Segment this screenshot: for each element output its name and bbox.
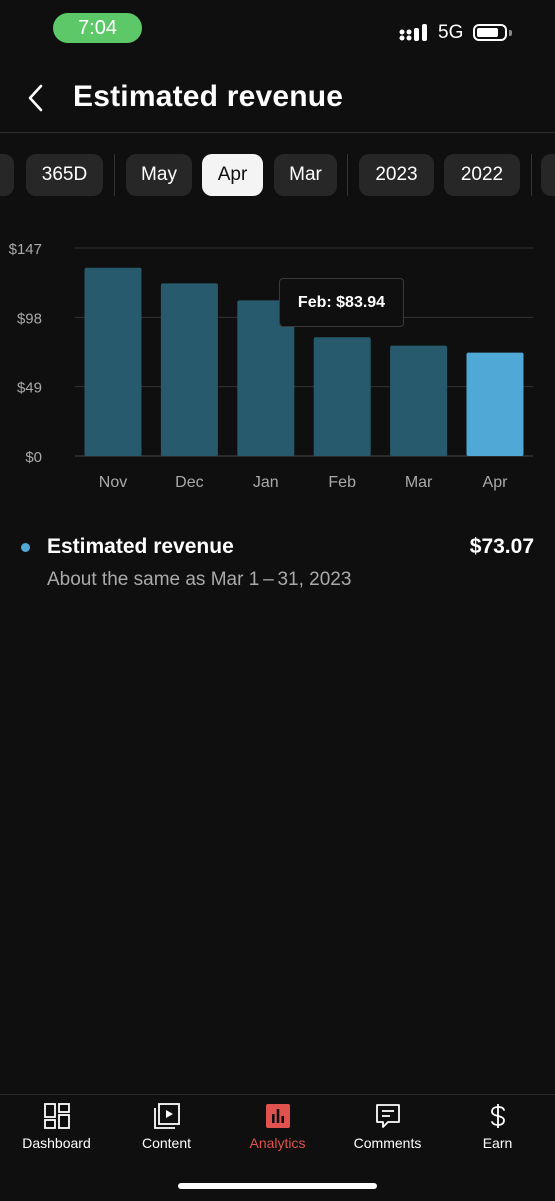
chart-bar xyxy=(466,352,524,456)
metric-label: Estimated revenue xyxy=(47,535,234,558)
x-tick-label: Feb xyxy=(328,474,356,491)
chart-bar xyxy=(160,283,218,456)
chip-2022[interactable]: 2022 xyxy=(444,154,520,196)
chip-separator xyxy=(347,154,348,196)
analytics-icon xyxy=(266,1104,290,1128)
chevron-left-icon xyxy=(28,84,43,112)
x-tick-label: Mar xyxy=(405,474,433,491)
x-tick-label: Nov xyxy=(99,474,127,491)
nav-label: Earn xyxy=(482,1135,513,1151)
y-tick-label: $147 xyxy=(9,241,42,258)
revenue-chart[interactable]: $0 $49 $98 $147 Nov Dec Jan Feb Mar Apr xyxy=(0,225,555,505)
nav-comments[interactable]: Comments xyxy=(332,1095,443,1165)
chip-apr[interactable]: Apr xyxy=(202,154,263,196)
chip-partial-right[interactable] xyxy=(541,154,555,196)
chip-separator xyxy=(531,154,532,196)
content-icon xyxy=(154,1103,180,1129)
x-tick-label: Jan xyxy=(253,474,279,491)
home-indicator[interactable] xyxy=(178,1183,377,1189)
chip-may[interactable]: May xyxy=(126,154,192,196)
signal-icon xyxy=(399,24,427,41)
x-tick-label: Dec xyxy=(175,474,203,491)
chart-bar xyxy=(237,300,295,456)
battery-tip xyxy=(509,30,512,36)
period-selector: 365D May Apr Mar 2023 2022 xyxy=(0,154,555,196)
nav-analytics[interactable]: Analytics xyxy=(222,1095,333,1165)
metric-comparison: About the same as Mar 1 – 31, 2023 xyxy=(47,569,352,590)
bar-chart: $0 $49 $98 $147 Nov Dec Jan Feb Mar Apr xyxy=(9,241,533,491)
dashboard-icon xyxy=(44,1103,70,1129)
x-tick-label: Apr xyxy=(483,474,509,491)
nav-label: Dashboard xyxy=(22,1135,91,1151)
nav-dashboard[interactable]: Dashboard xyxy=(1,1095,112,1165)
bottom-nav: Dashboard Content Analytics Comments xyxy=(0,1094,555,1201)
page-title: Estimated revenue xyxy=(73,80,344,113)
y-tick-label: $49 xyxy=(17,380,42,397)
back-button[interactable] xyxy=(20,78,60,118)
battery-icon xyxy=(473,24,507,41)
dollar-icon xyxy=(491,1104,505,1128)
status-time: 7:04 xyxy=(53,13,142,43)
nav-earn[interactable]: Earn xyxy=(442,1095,553,1165)
chip-separator xyxy=(114,154,115,196)
metric-value: $73.07 xyxy=(469,535,534,558)
chart-bar xyxy=(84,267,142,456)
header-divider xyxy=(0,132,555,133)
y-tick-label: $98 xyxy=(17,310,42,327)
chart-bar xyxy=(313,337,371,456)
nav-content[interactable]: Content xyxy=(111,1095,222,1165)
nav-label: Comments xyxy=(353,1135,422,1151)
chip-2023[interactable]: 2023 xyxy=(359,154,434,196)
network-type: 5G xyxy=(438,22,464,43)
chart-tooltip: Feb: $83.94 xyxy=(279,278,404,327)
y-tick-label: $0 xyxy=(25,449,42,466)
chip-partial-left[interactable] xyxy=(0,154,14,196)
comments-icon xyxy=(376,1104,400,1128)
status-bar: 7:04 5G xyxy=(0,0,555,60)
legend-dot xyxy=(21,543,30,552)
chip-mar[interactable]: Mar xyxy=(274,154,337,196)
nav-label: Content xyxy=(141,1135,192,1151)
nav-label: Analytics xyxy=(249,1135,306,1151)
battery-level xyxy=(477,28,498,37)
chip-365d[interactable]: 365D xyxy=(26,154,103,196)
chart-bar xyxy=(390,345,448,456)
